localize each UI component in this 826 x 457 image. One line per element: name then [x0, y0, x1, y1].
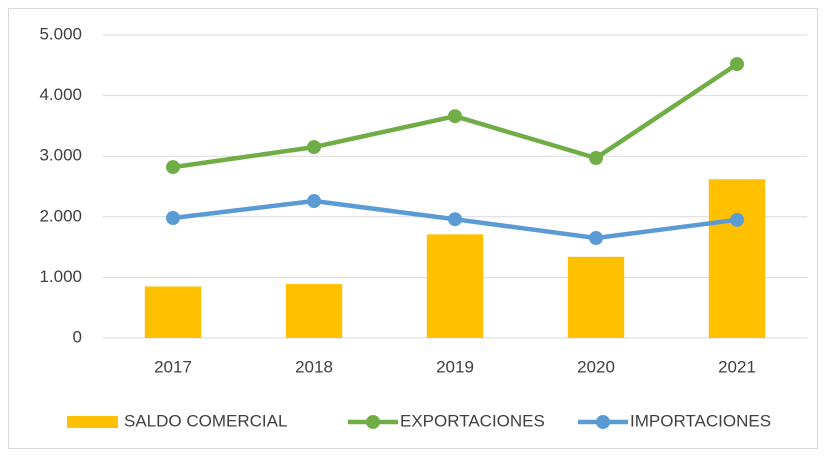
- marker: [589, 231, 603, 246]
- legend-label: EXPORTACIONES: [400, 411, 545, 430]
- x-tick-label: 2021: [718, 357, 756, 376]
- y-tick-label: 0: [73, 327, 82, 346]
- bar: [426, 234, 484, 338]
- marker: [448, 212, 462, 227]
- marker: [166, 211, 180, 226]
- bar: [567, 256, 625, 338]
- y-tick-label: 4.000: [39, 85, 82, 104]
- x-tick-label: 2020: [577, 357, 615, 376]
- x-tick-label: 2018: [295, 357, 333, 376]
- legend-swatch: [596, 415, 610, 429]
- legend-label: SALDO COMERCIAL: [124, 411, 287, 430]
- y-tick-label: 1.000: [39, 267, 82, 286]
- x-tick-label: 2019: [436, 357, 474, 376]
- legend-label: IMPORTACIONES: [630, 411, 771, 430]
- marker: [166, 160, 180, 175]
- marker: [589, 151, 603, 166]
- y-tick-label: 2.000: [39, 206, 82, 225]
- x-tick-label: 2017: [154, 357, 192, 376]
- legend-swatch: [366, 415, 380, 429]
- marker: [307, 140, 321, 155]
- y-tick-label: 3.000: [39, 146, 82, 165]
- legend-swatch: [67, 416, 118, 428]
- chart-border: [8, 8, 818, 449]
- bar: [144, 286, 202, 338]
- bar: [708, 179, 766, 338]
- bar: [285, 284, 343, 338]
- marker: [448, 109, 462, 124]
- y-tick-label: 5.000: [39, 24, 82, 43]
- marker: [730, 212, 744, 227]
- marker: [730, 57, 744, 72]
- marker: [307, 194, 321, 209]
